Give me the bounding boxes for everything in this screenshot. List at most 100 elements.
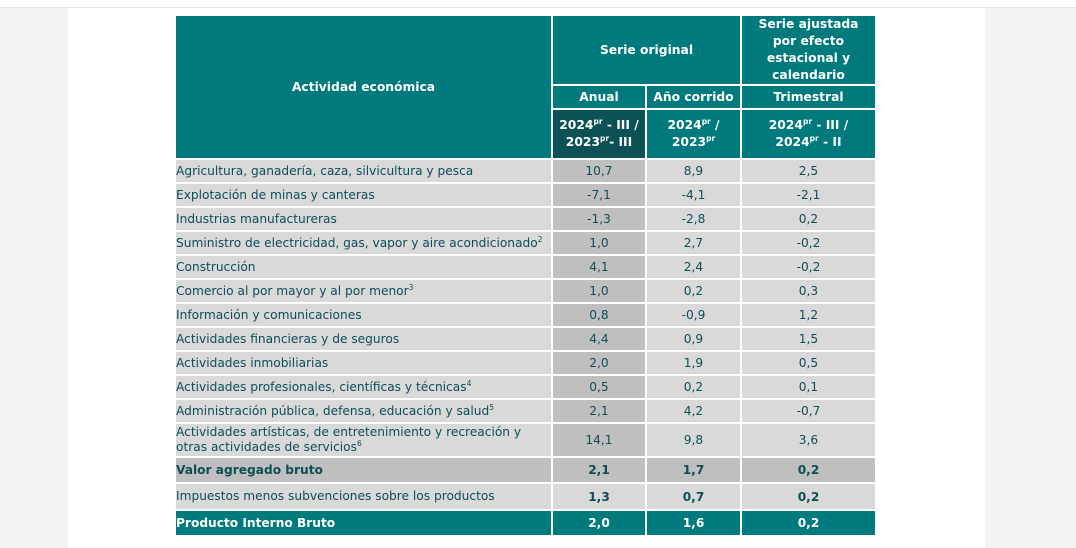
header-period-anual: 2024pr - III / 2023pr- III	[553, 110, 645, 158]
top-bar	[0, 0, 1076, 8]
preliminary-mark: pr	[802, 116, 813, 126]
value-anual: 14,1	[553, 424, 645, 456]
header-activity: Actividad económica	[176, 16, 551, 158]
row-label: Actividades financieras y de seguros	[176, 328, 551, 350]
value-trimestral: -0,2	[742, 256, 875, 278]
year: 2023	[671, 135, 707, 149]
value-anual: 4,1	[553, 256, 645, 278]
value-ano-corrido: 8,9	[647, 160, 740, 182]
activity-name: Administración pública, defensa, educaci…	[176, 403, 490, 418]
value-ano-corrido: 2,4	[647, 256, 740, 278]
value-ano-corrido: -4,1	[647, 184, 740, 206]
table-row: Actividades financieras y de seguros 4,4 0…	[176, 328, 875, 350]
row-label: Actividades artísticas, de entretenimien…	[176, 424, 551, 456]
row-label: Comercio al por mayor y al por menor3	[176, 280, 551, 302]
value-trimestral: -0,2	[742, 232, 875, 254]
header-adjusted-series: Serie ajustada por efecto estacional y c…	[742, 16, 875, 84]
preliminary-mark: pr	[809, 133, 819, 143]
row-producto-interno-bruto: Producto Interno Bruto 2,0 1,6 0,2	[176, 511, 875, 535]
table-header: Actividad económica Serie original Serie…	[176, 16, 875, 158]
value-ano-corrido: 0,2	[647, 376, 740, 398]
value-trimestral: 0,2	[742, 511, 875, 535]
value-anual: 0,5	[553, 376, 645, 398]
year: 2024	[775, 135, 810, 149]
header-ano-corrido: Año corrido	[647, 86, 740, 108]
activity-name: Actividades profesionales, científicas y…	[176, 379, 467, 394]
value-trimestral: -0,7	[742, 400, 875, 422]
table-row: Comercio al por mayor y al por menor3 1,0…	[176, 280, 875, 302]
year: 2024	[559, 118, 594, 132]
preliminary-mark: pr	[593, 116, 603, 126]
table-row: Construcción 4,1 2,4 -0,2	[176, 256, 875, 278]
activity-name: Suministro de electricidad, gas, vapor y…	[176, 235, 538, 250]
gdp-table: Actividad económica Serie original Serie…	[174, 14, 877, 537]
header-period-ano-corrido: 2024pr / 2023pr	[647, 110, 740, 158]
row-label: Producto Interno Bruto	[176, 511, 551, 535]
activity-name: Comercio al por mayor y al por menor	[176, 283, 409, 298]
table-row: Actividades profesionales, científicas y…	[176, 376, 875, 398]
value-anual: 1,0	[553, 280, 645, 302]
value-anual: 10,7	[553, 160, 645, 182]
footnote-ref: 2	[537, 234, 543, 244]
value-trimestral: 0,3	[742, 280, 875, 302]
value-ano-corrido: 1,7	[647, 458, 740, 482]
value-anual: 1,3	[553, 484, 645, 509]
value-ano-corrido: 9,8	[647, 424, 740, 456]
value-ano-corrido: 2,7	[647, 232, 740, 254]
value-trimestral: 0,2	[742, 484, 875, 509]
header-period-trimestral: 2024pr - III / 2024pr - II	[742, 110, 875, 158]
value-anual: 2,1	[553, 458, 645, 482]
activity-name: Construcción	[176, 259, 256, 274]
value-anual: 4,4	[553, 328, 645, 350]
value-anual: 2,0	[553, 352, 645, 374]
value-ano-corrido: 4,2	[647, 400, 740, 422]
row-label: Administración pública, defensa, educaci…	[176, 400, 551, 422]
value-anual: 1,0	[553, 232, 645, 254]
activity-name: Actividades inmobiliarias	[176, 355, 329, 370]
value-anual: -7,1	[553, 184, 645, 206]
table-row: Explotación de minas y canteras -7,1 -4,1-…	[176, 184, 875, 206]
footnote-ref: 6	[357, 438, 362, 448]
value-ano-corrido: 0,9	[647, 328, 740, 350]
row-label: Explotación de minas y canteras	[176, 184, 551, 206]
value-ano-corrido: 0,7	[647, 484, 740, 509]
row-label: Actividades profesionales, científicas y…	[176, 376, 551, 398]
value-ano-corrido: -2,8	[647, 208, 740, 230]
row-label: Valor agregado bruto	[176, 458, 551, 482]
value-anual: 2,1	[553, 400, 645, 422]
preliminary-mark: pr	[706, 133, 716, 143]
year: 2023	[565, 135, 601, 149]
value-trimestral: 2,5	[742, 160, 875, 182]
row-label: Actividades inmobiliarias	[176, 352, 551, 374]
value-ano-corrido: 0,2	[647, 280, 740, 302]
value-trimestral: 0,1	[742, 376, 875, 398]
activity-name: Actividades artísticas, de entretenimien…	[176, 425, 522, 454]
value-anual: 0,8	[553, 304, 645, 326]
row-label: Agricultura, ganadería, caza, silvicultu…	[176, 160, 551, 182]
period-sep: /	[710, 118, 720, 132]
table-row: Administración pública, defensa, educaci…	[176, 400, 875, 422]
row-label: Suministro de electricidad, gas, vapor y…	[176, 232, 551, 254]
value-trimestral: 1,5	[742, 328, 875, 350]
table-row: Agricultura, ganadería, caza, silvicultu…	[176, 160, 875, 182]
value-ano-corrido: 1,9	[647, 352, 740, 374]
value-ano-corrido: 1,6	[647, 511, 740, 535]
quarter: - II	[818, 135, 842, 149]
activity-name: Información y comunicaciones	[176, 307, 362, 322]
year: 2024	[768, 118, 803, 132]
preliminary-mark: pr	[701, 116, 711, 126]
value-trimestral: 0,2	[742, 208, 875, 230]
header-anual: Anual	[553, 86, 645, 108]
footnote-ref: 3	[408, 282, 414, 292]
footnote-ref: 5	[489, 402, 494, 412]
row-valor-agregado-bruto: Valor agregado bruto 2,1 1,7 0,2	[176, 458, 875, 482]
value-trimestral: 1,2	[742, 304, 875, 326]
value-trimestral: 0,2	[742, 458, 875, 482]
quarter: - III	[609, 135, 633, 149]
value-trimestral: 3,6	[742, 424, 875, 456]
activity-name: Industrias manufactureras	[176, 211, 337, 226]
value-trimestral: 0,5	[742, 352, 875, 374]
table-row: Suministro de electricidad, gas, vapor y…	[176, 232, 875, 254]
value-trimestral: -2,1	[742, 184, 875, 206]
header-trimestral: Trimestral	[742, 86, 875, 108]
